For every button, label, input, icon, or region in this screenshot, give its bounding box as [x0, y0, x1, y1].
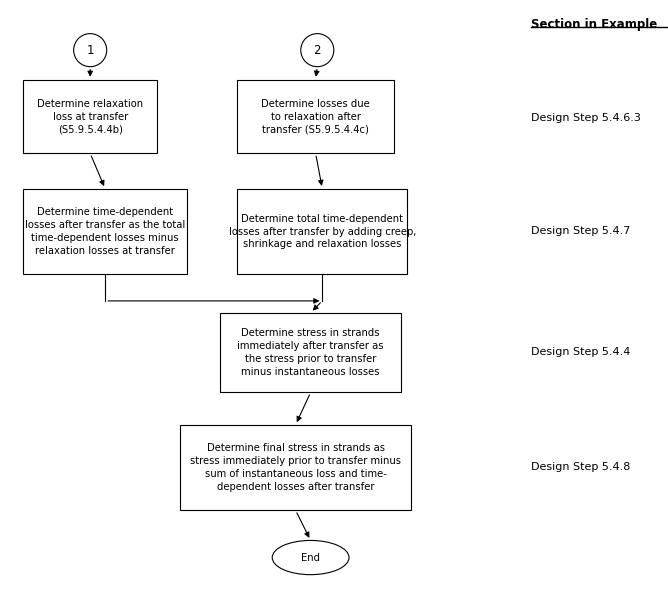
Text: 2: 2 — [313, 44, 321, 57]
Text: Design Step 5.4.7: Design Step 5.4.7 — [531, 227, 631, 236]
Bar — [23, 189, 187, 274]
Text: Determine total time-dependent
losses after transfer by adding creep,
shrinkage : Determine total time-dependent losses af… — [228, 214, 416, 250]
Bar — [237, 189, 407, 274]
Text: Design Step 5.4.8: Design Step 5.4.8 — [531, 463, 631, 472]
Text: End: End — [301, 553, 320, 562]
Text: Determine relaxation
loss at transfer
(S5.9.5.4.4b): Determine relaxation loss at transfer (S… — [37, 99, 143, 135]
Text: Determine final stress in strands as
stress immediately prior to transfer minus
: Determine final stress in strands as str… — [190, 443, 401, 492]
Text: 1: 1 — [86, 44, 94, 57]
Bar — [180, 425, 411, 510]
Text: Determine losses due
to relaxation after
transfer (S5.9.5.4.4c): Determine losses due to relaxation after… — [261, 99, 370, 135]
Text: Design Step 5.4.4: Design Step 5.4.4 — [531, 348, 631, 357]
Bar — [23, 80, 157, 153]
Text: Design Step 5.4.6.3: Design Step 5.4.6.3 — [531, 113, 641, 123]
Bar — [237, 80, 394, 153]
Bar — [220, 313, 401, 392]
Text: Section in Example: Section in Example — [531, 18, 657, 31]
Ellipse shape — [273, 540, 349, 575]
Text: Determine stress in strands
immediately after transfer as
the stress prior to tr: Determine stress in strands immediately … — [237, 328, 384, 377]
Text: Determine time-dependent
losses after transfer as the total
time-dependent losse: Determine time-dependent losses after tr… — [25, 207, 185, 256]
